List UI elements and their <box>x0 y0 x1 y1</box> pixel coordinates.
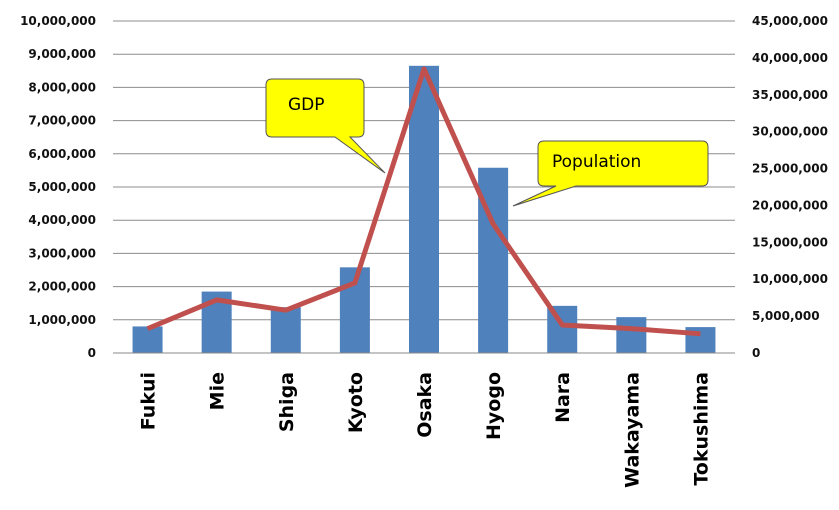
right-tick-label: 45,000,000 <box>752 14 828 28</box>
population-callout: Population <box>512 140 709 207</box>
bar-osaka <box>409 65 439 353</box>
right-tick-label: 10,000,000 <box>752 272 828 286</box>
left-tick-label: 8,000,000 <box>28 80 96 94</box>
right-axis: 0 5,000,000 10,000,000 15,000,000 20,000,000… <box>752 14 828 360</box>
gdp-callout-label: GDP <box>288 95 325 115</box>
category-label-kyoto: Kyoto <box>345 372 367 433</box>
category-label-wakayama: Wakayama <box>621 372 643 488</box>
right-tick-label: 20,000,000 <box>752 198 828 212</box>
left-tick-label: 4,000,000 <box>28 213 96 227</box>
bar-shiga <box>270 307 301 353</box>
category-label-shiga: Shiga <box>276 372 298 432</box>
right-tick-label: 0 <box>752 346 760 360</box>
category-label-osaka: Osaka <box>414 372 436 438</box>
right-tick-label: 25,000,000 <box>752 162 828 176</box>
category-label-mie: Mie <box>207 372 229 410</box>
left-tick-label: 5,000,000 <box>28 180 96 194</box>
left-axis: 0 1,000,000 2,000,000 3,000,000 4,000,000 5,0… <box>20 14 96 360</box>
left-tick-label: 7,000,000 <box>28 114 96 128</box>
left-tick-label: 10,000,000 <box>20 14 96 28</box>
category-label-fukui: Fukui <box>138 372 160 430</box>
bar-wakayama <box>616 317 647 353</box>
category-labels: Fukui Mie Shiga Kyoto Osaka Hyogo Nara Wakayama… <box>138 372 713 488</box>
category-label-nara: Nara <box>552 372 574 423</box>
gdp-callout-bubble <box>265 78 386 174</box>
left-tick-label: 6,000,000 <box>28 147 96 161</box>
left-tick-label: 3,000,000 <box>28 246 96 260</box>
population-callout-label: Population <box>552 152 641 172</box>
category-label-hyogo: Hyogo <box>483 372 505 440</box>
bar-fukui <box>132 326 163 353</box>
right-tick-label: 35,000,000 <box>752 88 828 102</box>
bar-series <box>132 65 716 353</box>
right-tick-label: 15,000,000 <box>752 235 828 249</box>
left-tick-label: 9,000,000 <box>28 47 96 61</box>
left-tick-label: 0 <box>88 346 96 360</box>
right-tick-label: 40,000,000 <box>752 51 828 65</box>
line-series <box>146 66 701 337</box>
left-tick-label: 1,000,000 <box>28 313 96 327</box>
population-callout-bubble <box>512 140 709 207</box>
gdp-callout: GDP <box>265 78 386 174</box>
right-tick-label: 30,000,000 <box>752 125 828 139</box>
right-tick-label: 5,000,000 <box>752 309 820 323</box>
category-label-tokushima: Tokushima <box>690 372 712 486</box>
left-tick-label: 2,000,000 <box>28 280 96 294</box>
